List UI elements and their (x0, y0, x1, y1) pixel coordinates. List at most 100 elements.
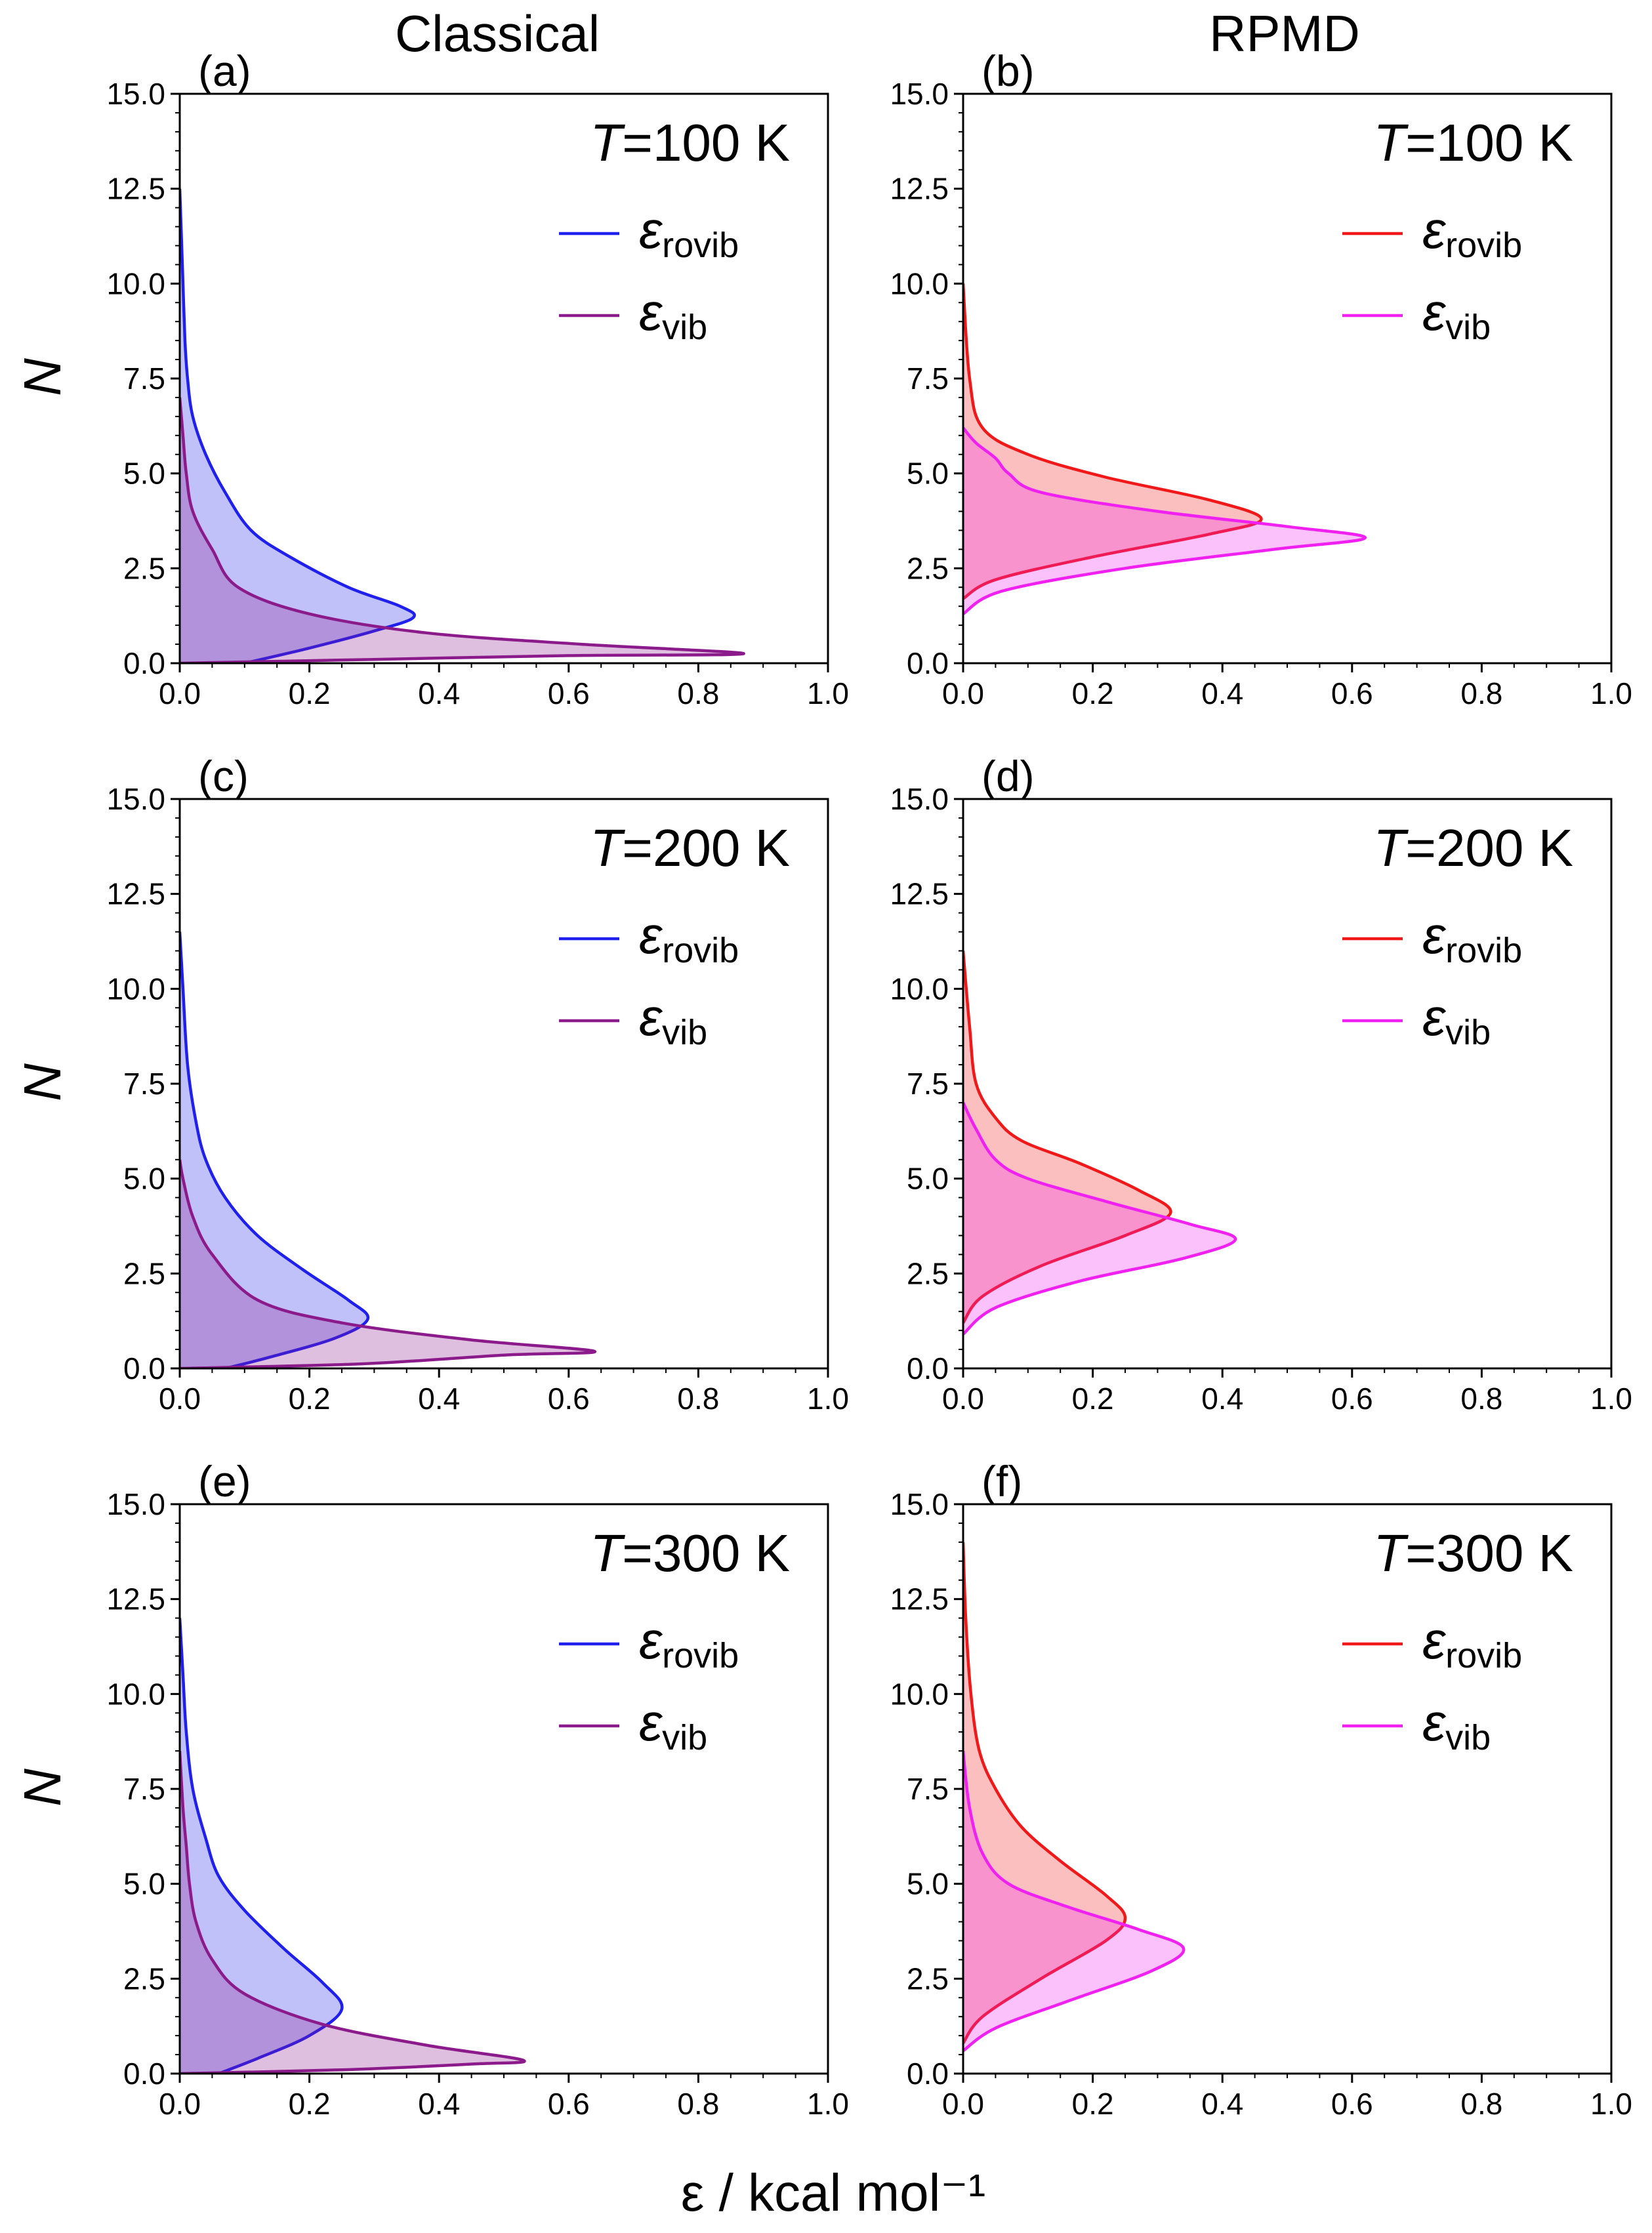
legend-symbol: ε (1422, 906, 1447, 964)
y-tick-label: 15.0 (106, 782, 165, 816)
legend-subscript: vib (662, 308, 707, 347)
panel-label: (f) (981, 1457, 1022, 1506)
x-tick-label: 0.6 (1331, 1382, 1373, 1416)
temperature-value: =200 K (622, 819, 790, 877)
temperature-value: =100 K (1405, 113, 1573, 172)
y-tick-label: 10.0 (106, 972, 165, 1006)
x-axis-label: ε / kcal mol⁻¹ (681, 2163, 986, 2222)
temperature-label: T=300 K (590, 1524, 790, 1582)
x-tick-label: 0.0 (159, 2087, 201, 2121)
x-tick-label: 0.0 (942, 676, 984, 710)
legend-subscript: vib (1445, 1013, 1491, 1052)
legend-symbol: ε (1422, 988, 1447, 1046)
series-line-rovib (180, 188, 416, 663)
panel-label: (c) (198, 752, 249, 800)
x-tick-label: 0.8 (677, 1382, 719, 1416)
y-tick-label: 15.0 (890, 782, 949, 816)
x-tick-label: 0.8 (677, 676, 719, 710)
legend-subscript: vib (1445, 1718, 1491, 1757)
legend-subscript: vib (662, 1013, 707, 1052)
series-group (180, 932, 596, 1368)
y-tick-label: 5.0 (123, 457, 165, 491)
x-tick-label: 0.2 (1072, 676, 1114, 710)
legend-subscript: rovib (1445, 226, 1522, 265)
y-tick-label: 15.0 (890, 77, 949, 111)
x-tick-label: 0.2 (289, 1382, 331, 1416)
x-tick-label: 0.4 (418, 676, 460, 710)
temperature-label: T=100 K (1373, 113, 1573, 172)
legend-subscript: rovib (662, 931, 739, 970)
y-axis-label-row-3: N (13, 1769, 72, 1807)
series-line-vib (180, 1750, 526, 2074)
y-tick-label: 0.0 (907, 2057, 949, 2091)
legend-symbol: ε (1422, 201, 1447, 259)
temperature-symbol: T (1373, 1524, 1409, 1582)
series-fill-rovib (963, 951, 1171, 1323)
series-line-rovib (963, 951, 1172, 1324)
x-tick-label: 1.0 (807, 676, 849, 710)
y-tick-label: 15.0 (890, 1487, 949, 1521)
y-tick-label: 2.5 (907, 1961, 949, 1996)
series-line-vib (180, 1159, 596, 1368)
legend-symbol: ε (639, 988, 663, 1046)
y-tick-label: 0.0 (123, 1351, 165, 1385)
x-tick-label: 0.0 (942, 2087, 984, 2121)
x-tick-label: 0.8 (1460, 2087, 1502, 2121)
temperature-value: =200 K (1405, 819, 1573, 877)
y-tick-label: 5.0 (123, 1867, 165, 1901)
legend-subscript: vib (662, 1718, 707, 1757)
y-tick-label: 12.5 (106, 877, 165, 911)
x-tick-label: 0.6 (548, 676, 590, 710)
series-fill-rovib (180, 1618, 342, 2074)
series-fill-vib (963, 428, 1365, 614)
series-group (180, 1618, 526, 2074)
legend-symbol: ε (639, 906, 663, 964)
legend-subscript: rovib (662, 226, 739, 265)
y-tick-label: 2.5 (123, 1961, 165, 1996)
x-tick-label: 0.6 (548, 1382, 590, 1416)
legend-label: εvib (639, 1693, 707, 1757)
legend-symbol: ε (1422, 283, 1447, 341)
y-tick-label: 2.5 (907, 551, 949, 585)
y-tick-label: 15.0 (106, 1487, 165, 1521)
panel-f: 0.0 0.2 0.4 0.6 0.8 1.0 0.0 2.5 5.0 7.5 10.0 12.5 15… (890, 1457, 1632, 2121)
x-tick-label: 1.0 (807, 1382, 849, 1416)
y-tick-label: 5.0 (907, 1162, 949, 1196)
temperature-label: T=100 K (590, 113, 790, 172)
y-tick-label: 12.5 (106, 172, 165, 206)
y-tick-label: 10.0 (106, 266, 165, 300)
legend-label: εrovib (639, 1611, 739, 1675)
y-tick-label: 5.0 (907, 457, 949, 491)
y-tick-label: 0.0 (907, 646, 949, 680)
y-tick-label: 7.5 (123, 1772, 165, 1806)
legend-subscript: rovib (1445, 1636, 1522, 1675)
x-tick-label: 0.2 (1072, 2087, 1114, 2121)
legend-subscript: rovib (662, 1636, 739, 1675)
temperature-label: T=200 K (1373, 819, 1573, 877)
series-line-rovib (180, 932, 370, 1368)
panel-d: 0.0 0.2 0.4 0.6 0.8 1.0 0.0 2.5 5.0 7.5 10.0 12.5 15… (890, 752, 1632, 1416)
series-line-vib (963, 1750, 1186, 2053)
series-line-rovib (180, 1618, 344, 2074)
legend-symbol: ε (639, 1611, 663, 1670)
series-group (963, 1542, 1186, 2053)
series-group (180, 188, 745, 663)
x-tick-label: 0.4 (1201, 2087, 1243, 2121)
series-fill-vib (963, 1102, 1236, 1334)
series-fill-rovib (963, 283, 1262, 599)
legend-symbol: ε (639, 201, 663, 259)
legend-label: εrovib (639, 906, 739, 970)
legend-label: εvib (639, 283, 707, 347)
legend-label: εvib (1422, 283, 1491, 347)
temperature-symbol: T (1373, 113, 1409, 172)
x-tick-label: 0.8 (1460, 1382, 1502, 1416)
y-tick-label: 0.0 (123, 2057, 165, 2091)
series-group (963, 283, 1367, 615)
x-tick-label: 0.0 (159, 1382, 201, 1416)
panel-label: (e) (198, 1457, 251, 1506)
temperature-symbol: T (590, 1524, 625, 1582)
column-title-classical: Classical (395, 5, 600, 62)
temperature-symbol: T (1373, 819, 1409, 877)
y-tick-label: 7.5 (907, 361, 949, 396)
